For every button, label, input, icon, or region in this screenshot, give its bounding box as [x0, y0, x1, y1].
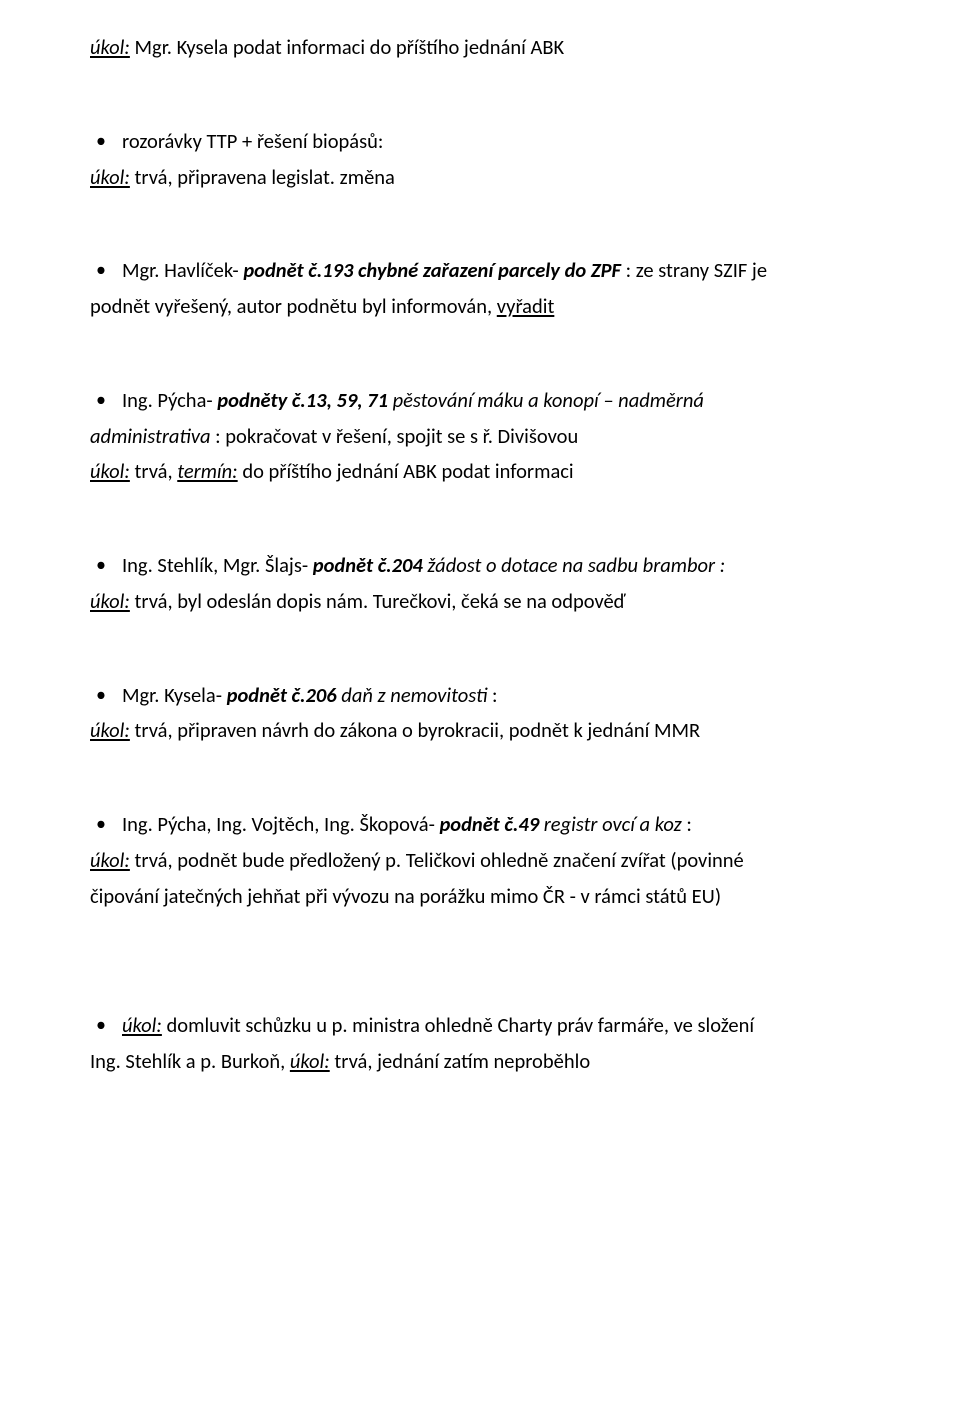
continuation-line: Ing. Stehlík a p. Burkoň, úkol: trvá, je… — [90, 1046, 870, 1078]
rest-text-italic: pěstování máku a konopí – nadměrná — [388, 387, 704, 413]
emphasis-text: podnět č.206 — [227, 682, 337, 708]
task-text-a: trvá, — [135, 458, 178, 484]
lead-text: Mgr. Havlíček- — [122, 257, 243, 283]
continuation-text: podnět vyřešený, autor podnětu byl infor… — [90, 293, 497, 319]
rest-text-italic: registr ovcí a koz — [539, 811, 682, 837]
continuation-text-b: trvá, jednání zatím neproběhlo — [334, 1048, 590, 1074]
bullet-item: Ing. Stehlík, Mgr. Šlajs- podnět č.204 ž… — [90, 550, 870, 582]
task-label: úkol: — [290, 1048, 330, 1074]
task-label: úkol: — [90, 34, 130, 60]
vyradit-text: vyřadit — [497, 293, 555, 319]
task-text-b: do příštího jednání ABK podat informaci — [242, 458, 573, 484]
continuation-text-a: Ing. Stehlík a p. Burkoň, — [90, 1048, 290, 1074]
rest-text-italic: žádost o dotace na sadbu brambor : — [423, 552, 725, 578]
continuation-text: : pokračovat v řešení, spojit se s ř. Di… — [211, 423, 579, 449]
bullet-item: Ing. Pýcha- podněty č.13, 59, 71 pěstová… — [90, 385, 870, 417]
lead-text: Ing. Stehlík, Mgr. Šlajs- — [122, 552, 313, 578]
task-line: úkol: trvá, termín: do příštího jednání … — [90, 456, 870, 488]
task-label: úkol: — [90, 717, 130, 743]
continuation-line: podnět vyřešený, autor podnětu byl infor… — [90, 291, 870, 323]
bullet-text: rozorávky TTP + řešení biopásů: — [122, 128, 383, 154]
task-label: úkol: — [90, 458, 130, 484]
bullet-list: úkol: domluvit schůzku u p. ministra ohl… — [90, 1010, 870, 1042]
bullet-item: úkol: domluvit schůzku u p. ministra ohl… — [90, 1010, 870, 1042]
task-text: domluvit schůzku u p. ministra ohledně C… — [167, 1012, 755, 1038]
bullet-list: rozorávky TTP + řešení biopásů: — [90, 126, 870, 158]
bullet-item: Mgr. Havlíček- podnět č.193 chybné zařaz… — [90, 255, 870, 287]
rest-text: : ze strany SZIF je — [621, 257, 767, 283]
term-label: termín: — [177, 458, 237, 484]
task-line: úkol: trvá, připravena legislat. změna — [90, 162, 870, 194]
task-line: úkol: trvá, připraven návrh do zákona o … — [90, 715, 870, 747]
task-label: úkol: — [122, 1012, 162, 1038]
bullet-list: Ing. Pýcha- podněty č.13, 59, 71 pěstová… — [90, 385, 870, 417]
continuation-line: čipování jatečných jehňat při vývozu na … — [90, 881, 870, 913]
bullet-list: Mgr. Havlíček- podnět č.193 chybné zařaz… — [90, 255, 870, 287]
task-text: Mgr. Kysela podat informaci do příštího … — [135, 34, 565, 60]
task-label: úkol: — [90, 164, 130, 190]
task-text: trvá, byl odeslán dopis nám. Turečkovi, … — [135, 588, 626, 614]
rest-text-italic: daň z nemovitosti — [337, 682, 488, 708]
task-line: úkol: trvá, podnět bude předložený p. Te… — [90, 845, 870, 877]
lead-text: Ing. Pýcha, Ing. Vojtěch, Ing. Škopová- — [122, 811, 439, 837]
task-text: trvá, připraven návrh do zákona o byrokr… — [135, 717, 701, 743]
bullet-list: Ing. Pýcha, Ing. Vojtěch, Ing. Škopová- … — [90, 809, 870, 841]
lead-text: Ing. Pýcha- — [122, 387, 217, 413]
emphasis-text: podněty č.13, 59, 71 — [217, 387, 388, 413]
continuation-line: administrativa : pokračovat v řešení, sp… — [90, 421, 870, 453]
continuation-text-italic: administrativa — [90, 423, 211, 449]
continuation-text: čipování jatečných jehňat při vývozu na … — [90, 883, 721, 909]
bullet-list: Ing. Stehlík, Mgr. Šlajs- podnět č.204 ž… — [90, 550, 870, 582]
task-text: trvá, připravena legislat. změna — [135, 164, 395, 190]
bullet-item: Mgr. Kysela- podnět č.206 daň z nemovito… — [90, 680, 870, 712]
bullet-list: Mgr. Kysela- podnět č.206 daň z nemovito… — [90, 680, 870, 712]
colon: : — [682, 811, 692, 837]
task-label: úkol: — [90, 847, 130, 873]
emphasis-text: podnět č.49 — [439, 811, 539, 837]
bullet-item: Ing. Pýcha, Ing. Vojtěch, Ing. Škopová- … — [90, 809, 870, 841]
task-label: úkol: — [90, 588, 130, 614]
bullet-item: rozorávky TTP + řešení biopásů: — [90, 126, 870, 158]
lead-text: Mgr. Kysela- — [122, 682, 227, 708]
task-line: úkol: trvá, byl odeslán dopis nám. Tureč… — [90, 586, 870, 618]
emphasis-text: podnět č.204 — [313, 552, 423, 578]
colon: : — [487, 682, 497, 708]
task-line: úkol: Mgr. Kysela podat informaci do pří… — [90, 32, 870, 64]
emphasis-text: podnět č.193 chybné zařazení parcely do … — [243, 257, 621, 283]
task-text: trvá, podnět bude předložený p. Teličkov… — [135, 847, 744, 873]
